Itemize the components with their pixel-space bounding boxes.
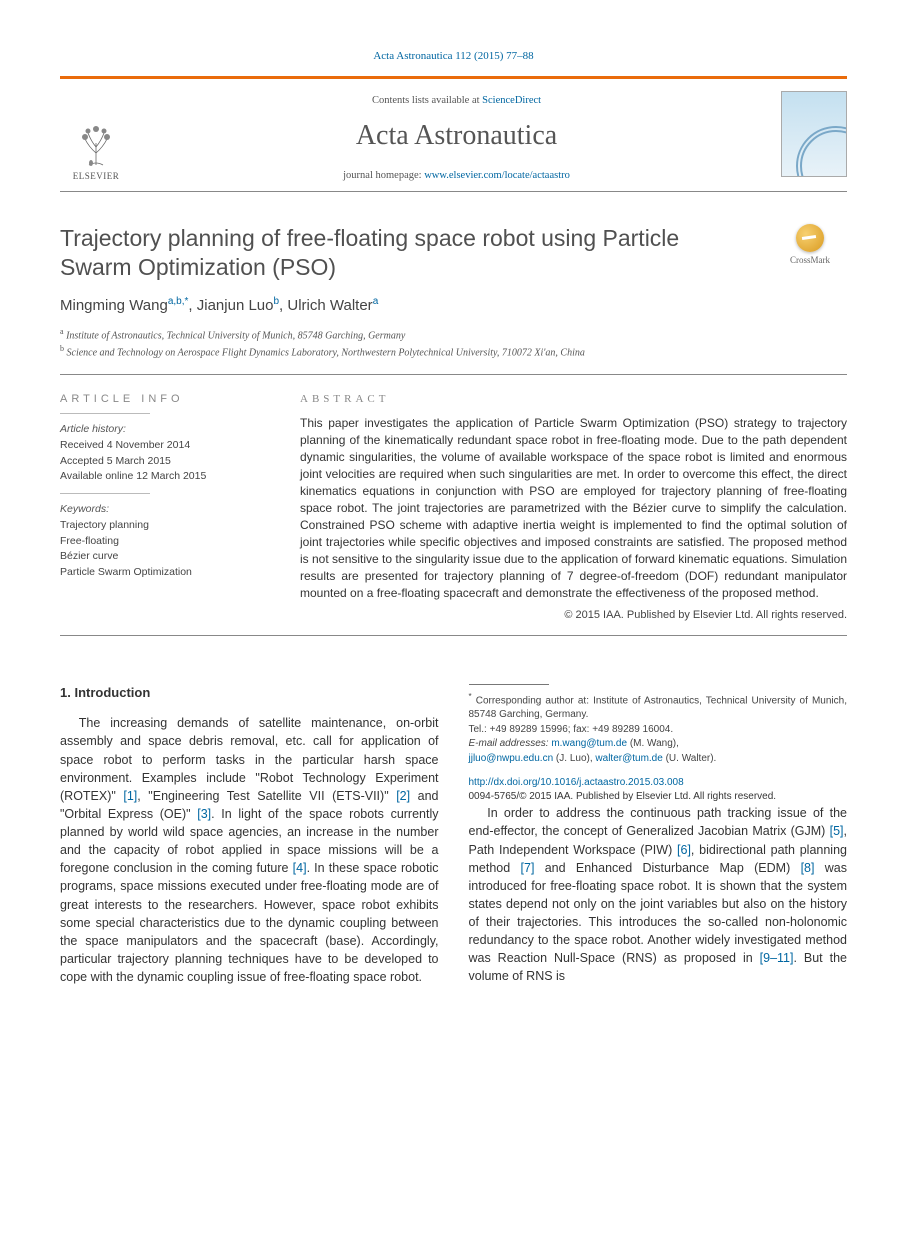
- body-text: In order to address the continuous path …: [469, 806, 848, 838]
- author-1-sup: a,b,*: [168, 296, 189, 307]
- contents-prefix: Contents lists available at: [372, 95, 482, 106]
- body-text: 1. Introduction The increasing demands o…: [60, 684, 847, 995]
- abstract-copyright: © 2015 IAA. Published by Elsevier Ltd. A…: [300, 609, 847, 621]
- aff-b: Science and Technology on Aerospace Flig…: [64, 347, 585, 358]
- keywords-label: Keywords:: [60, 502, 270, 518]
- author-3-sup: a: [373, 296, 379, 307]
- ref-link[interactable]: [7]: [521, 861, 535, 875]
- author-sep: ,: [188, 297, 196, 314]
- email-link[interactable]: m.wang@tum.de: [551, 738, 627, 749]
- ref-link[interactable]: [6]: [677, 843, 691, 857]
- publisher-name: ELSEVIER: [73, 171, 120, 181]
- divider: [60, 374, 847, 375]
- abstract-column: ABSTRACT This paper investigates the app…: [300, 393, 847, 620]
- doi-link[interactable]: http://dx.doi.org/10.1016/j.actaastro.20…: [469, 777, 684, 788]
- abstract-heading: ABSTRACT: [300, 393, 847, 405]
- footnote-rule: [469, 684, 549, 685]
- crossmark-icon: [796, 224, 824, 252]
- masthead: ELSEVIER Contents lists available at Sci…: [60, 76, 847, 192]
- section-1-heading: 1. Introduction: [60, 684, 439, 703]
- publisher-logo: ELSEVIER: [60, 91, 132, 181]
- author-1: Mingming Wang: [60, 297, 168, 314]
- journal-cover-thumbnail: [781, 91, 847, 177]
- email-link[interactable]: jjluo@nwpu.edu.cn: [469, 753, 554, 764]
- ref-link[interactable]: [5]: [830, 824, 844, 838]
- email-label: E-mail addresses:: [469, 738, 552, 749]
- email-who: (J. Luo),: [553, 753, 595, 764]
- history-accepted: Accepted 5 March 2015: [60, 454, 270, 470]
- crossmark-widget[interactable]: CrossMark: [773, 224, 847, 265]
- ref-link[interactable]: [2]: [396, 789, 410, 803]
- history-label: Article history:: [60, 422, 270, 438]
- keyword: Trajectory planning: [60, 518, 270, 534]
- ref-link[interactable]: [3]: [197, 807, 211, 821]
- doi-block: http://dx.doi.org/10.1016/j.actaastro.20…: [469, 776, 848, 804]
- body-text: , "Engineering Test Satellite VII (ETS-V…: [137, 789, 396, 803]
- history-received: Received 4 November 2014: [60, 438, 270, 454]
- contents-line: Contents lists available at ScienceDirec…: [132, 95, 781, 106]
- email-who: (U. Walter).: [663, 753, 717, 764]
- homepage-prefix: journal homepage:: [343, 170, 424, 181]
- ref-link[interactable]: [8]: [801, 861, 815, 875]
- keyword: Particle Swarm Optimization: [60, 565, 270, 581]
- divider: [60, 635, 847, 636]
- header-citation: Acta Astronautica 112 (2015) 77–88: [60, 50, 847, 62]
- corr-text: Corresponding author at: Institute of As…: [469, 695, 848, 721]
- elsevier-tree-icon: [71, 113, 121, 169]
- keyword: Bézier curve: [60, 549, 270, 565]
- history-online: Available online 12 March 2015: [60, 469, 270, 485]
- tel-fax: Tel.: +49 89289 15996; fax: +49 89289 16…: [469, 723, 848, 738]
- article-info-heading: ARTICLE INFO: [60, 393, 270, 405]
- body-text: . In these space robotic programs, space…: [60, 861, 439, 984]
- affiliations: a Institute of Astronautics, Technical U…: [60, 326, 847, 361]
- ref-link[interactable]: [9–11]: [760, 951, 794, 965]
- footnotes: * Corresponding author at: Institute of …: [469, 691, 848, 767]
- journal-name: Acta Astronautica: [132, 120, 781, 152]
- abstract-text: This paper investigates the application …: [300, 415, 847, 602]
- article-info-column: ARTICLE INFO Article history: Received 4…: [60, 393, 270, 620]
- crossmark-label: CrossMark: [790, 255, 830, 265]
- author-2: Jianjun Luo: [197, 297, 274, 314]
- body-text: and Enhanced Disturbance Map (EDM): [534, 861, 800, 875]
- author-list: Mingming Wanga,b,*, Jianjun Luob, Ulrich…: [60, 296, 847, 314]
- author-3: Ulrich Walter: [287, 297, 372, 314]
- homepage-line: journal homepage: www.elsevier.com/locat…: [132, 170, 781, 181]
- body-text: was introduced for free-floating space r…: [469, 861, 848, 966]
- sciencedirect-link[interactable]: ScienceDirect: [482, 95, 541, 106]
- ref-link[interactable]: [1]: [123, 789, 137, 803]
- ref-link[interactable]: [4]: [293, 861, 307, 875]
- aff-a: Institute of Astronautics, Technical Uni…: [64, 330, 406, 341]
- homepage-link[interactable]: www.elsevier.com/locate/actaastro: [424, 170, 570, 181]
- email-link[interactable]: walter@tum.de: [595, 753, 662, 764]
- keyword: Free-floating: [60, 534, 270, 550]
- article-title: Trajectory planning of free-floating spa…: [60, 224, 773, 282]
- issn-copyright: 0094-5765/© 2015 IAA. Published by Elsev…: [469, 790, 848, 804]
- email-who: (M. Wang),: [627, 738, 679, 749]
